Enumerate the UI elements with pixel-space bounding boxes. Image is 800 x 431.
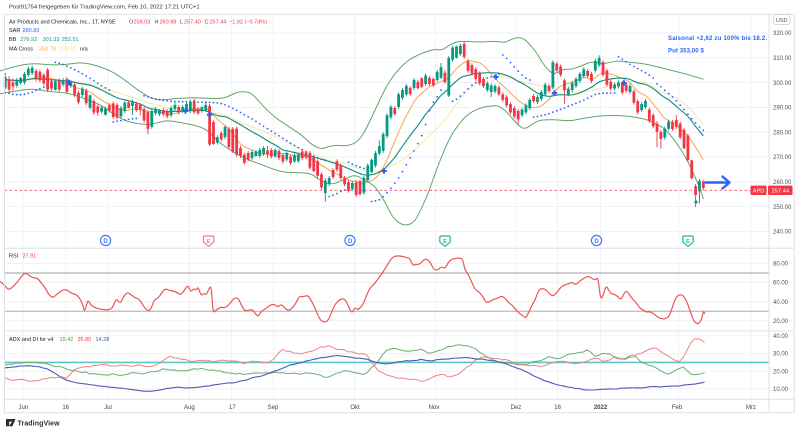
svg-text:240.00: 240.00 xyxy=(773,230,792,236)
svg-text:Feb: Feb xyxy=(672,405,683,411)
svg-text:20.00: 20.00 xyxy=(773,319,789,325)
svg-text:Sep: Sep xyxy=(268,405,279,411)
svg-text:270.00: 270.00 xyxy=(773,155,792,161)
svg-text:Aug: Aug xyxy=(184,405,195,411)
svg-text:Jun: Jun xyxy=(19,405,29,411)
svg-text:Jul: Jul xyxy=(104,405,112,411)
svg-text:260.00: 260.00 xyxy=(773,180,792,186)
svg-text:TradingView: TradingView xyxy=(18,420,61,427)
svg-text:Dez: Dez xyxy=(511,405,522,411)
svg-text:10.00: 10.00 xyxy=(773,387,789,393)
svg-text:30.00: 30.00 xyxy=(773,352,789,358)
svg-text:310.00: 310.00 xyxy=(773,56,792,62)
svg-text:280.00: 280.00 xyxy=(773,130,792,136)
svg-text:E: E xyxy=(686,239,690,245)
svg-text:Nov: Nov xyxy=(429,405,440,411)
svg-text:17: 17 xyxy=(229,405,236,411)
svg-text:16: 16 xyxy=(554,405,561,411)
svg-text:2022: 2022 xyxy=(594,405,608,411)
svg-text:290.00: 290.00 xyxy=(773,106,792,112)
svg-text:SAR 280.83: SAR 280.83 xyxy=(9,28,39,34)
svg-text:300.00: 300.00 xyxy=(773,81,792,87)
svg-text:Mrz: Mrz xyxy=(746,405,756,411)
svg-text:40.00: 40.00 xyxy=(773,300,789,306)
svg-text:20.00: 20.00 xyxy=(773,369,789,375)
svg-text:USD: USD xyxy=(776,18,788,24)
svg-text:E: E xyxy=(207,239,211,245)
svg-text:D: D xyxy=(594,239,599,245)
svg-text:Okt: Okt xyxy=(350,405,360,411)
svg-text:80.00: 80.00 xyxy=(773,262,789,268)
svg-text:D: D xyxy=(348,239,353,245)
svg-text:E: E xyxy=(443,239,447,245)
svg-text:Put 353,00 $: Put 353,00 $ xyxy=(668,48,704,54)
svg-text:RSI 27.91: RSI 27.91 xyxy=(9,254,36,260)
svg-text:40.00: 40.00 xyxy=(773,334,789,340)
svg-text:320.00: 320.00 xyxy=(773,31,792,37)
svg-text:257.44: 257.44 xyxy=(771,189,790,195)
svg-text:Saisonal +2,62 zu 100% bis 18.: Saisonal +2,62 zu 100% bis 18.2. xyxy=(668,36,767,42)
svg-text:250.00: 250.00 xyxy=(773,205,792,211)
svg-text:D: D xyxy=(103,239,108,245)
svg-text:Air Products and Chemicals, In: Air Products and Chemicals, Inc., 1T, NY… xyxy=(9,19,267,25)
svg-text:APD: APD xyxy=(753,189,765,195)
svg-text:60.00: 60.00 xyxy=(773,281,789,287)
svg-text:16: 16 xyxy=(62,405,69,411)
svg-text:Post91754 freigegeben für Trad: Post91754 freigegeben für TradingView.co… xyxy=(9,4,200,10)
